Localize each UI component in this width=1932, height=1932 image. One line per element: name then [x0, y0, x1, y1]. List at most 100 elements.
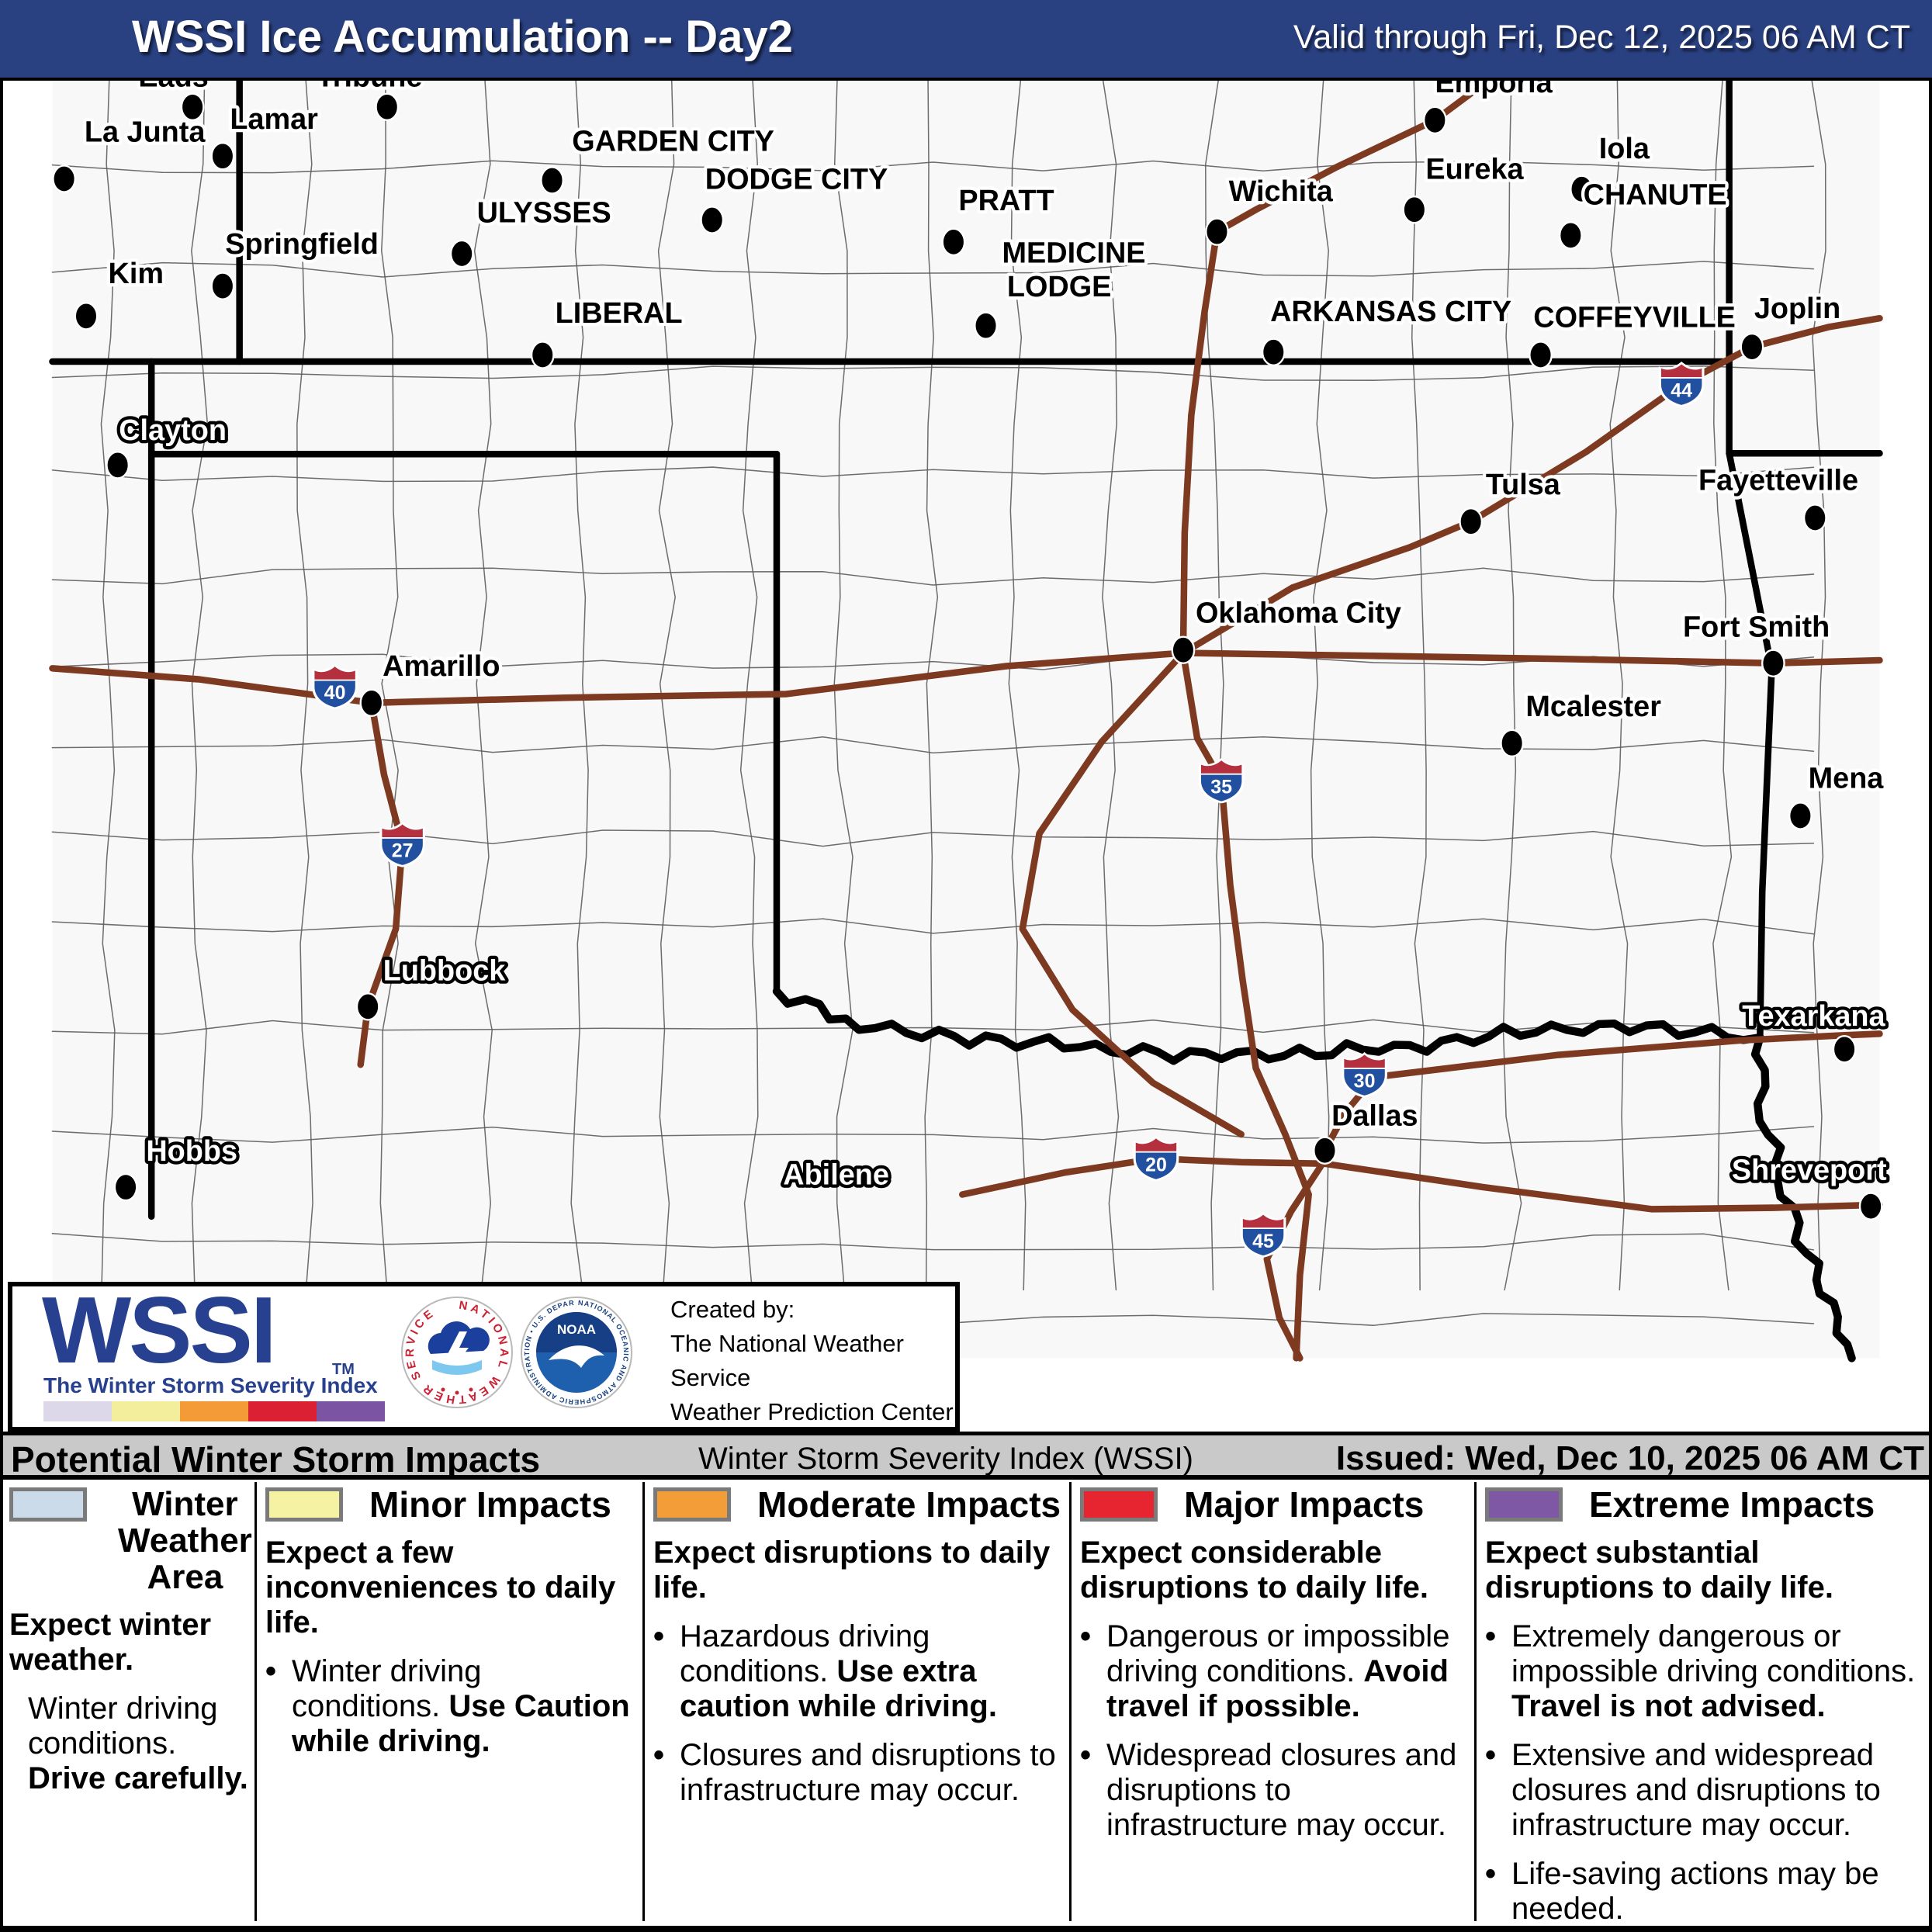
legend-column-winter-weather-area: Winter Weather Area Expect winter weather. W… — [0, 1480, 256, 1927]
legend-intro: Expect disruptions to daily life. — [653, 1536, 1051, 1605]
city-dot-mcalester — [1500, 729, 1525, 758]
city-label-texarkana: Texarkana — [1742, 1000, 1885, 1033]
valid-through-text: Valid through Fri, Dec 12, 2025 06 AM CT — [1293, 19, 1910, 56]
city-label-lubbock: Lubbock — [383, 954, 507, 987]
city-label-tribune: Tribune — [317, 78, 423, 93]
svg-text:30: 30 — [1354, 1071, 1376, 1092]
city-label-wichita: Wichita — [1229, 175, 1334, 208]
city-dot-garden-city — [540, 166, 564, 195]
header-bar: WSSI Ice Accumulation -- Day2 Valid thro… — [0, 0, 1932, 78]
legend-title: Extreme Impacts — [1589, 1484, 1875, 1525]
city-label-clayton: Clayton — [119, 414, 227, 447]
legend-column-extreme-impacts: Extreme Impacts Expect substantial disrup… — [1476, 1480, 1932, 1927]
legend-item: • Closures and disruptions to infrastruct… — [653, 1738, 1056, 1807]
legend-title: Moderate Impacts — [757, 1484, 1061, 1525]
city-dot-liberal — [530, 341, 555, 369]
legend-title: Winter Weather Area — [118, 1485, 252, 1596]
legend-intro: Expect considerable disruptions to daily… — [1080, 1536, 1428, 1605]
legend-item: • Winter driving conditions. Use Caution … — [265, 1654, 630, 1758]
city-dot-dallas — [1313, 1136, 1337, 1165]
city-dot-hobbs — [113, 1172, 138, 1202]
svg-text:20: 20 — [1145, 1154, 1167, 1175]
legend-swatch — [653, 1487, 731, 1522]
city-dot-fort-smith — [1761, 649, 1785, 677]
legend-intro: Expect winter weather. — [9, 1608, 212, 1677]
city-dot-eureka — [1402, 196, 1427, 224]
svg-text:44: 44 — [1671, 380, 1692, 402]
svg-text:40: 40 — [324, 682, 346, 704]
interstate-shield-27: 27 — [379, 822, 425, 867]
interstate-shield-45: 45 — [1240, 1212, 1286, 1258]
city-label-iola: Iola — [1599, 133, 1650, 165]
city-label-medicine: MEDICINE — [1002, 237, 1146, 269]
legend-swatch — [1080, 1487, 1158, 1522]
nws-seal-icon: NATIONAL WEATHER SERVICE — [401, 1297, 513, 1408]
city-dot-springfield — [210, 272, 235, 300]
bullet-icon: • — [653, 1619, 665, 1653]
impacts-title: Potential Winter Storm Impacts — [11, 1439, 541, 1480]
legend-column-minor-impacts: Minor Impacts Expect a few inconveniences… — [256, 1480, 644, 1927]
severity-color-swatch — [112, 1401, 180, 1421]
bullet-icon: • — [1080, 1738, 1092, 1772]
created-by-line: The National Weather Service — [670, 1330, 904, 1391]
city-dot-kim — [74, 302, 99, 331]
city-dot-clayton — [106, 451, 130, 480]
city-label-dallas: Dallas — [1331, 1100, 1418, 1133]
city-label-la-junta: La Junta — [85, 116, 206, 148]
city-label-shreveport: Shreveport — [1732, 1155, 1887, 1187]
legend-item: • Dangerous or impossible driving conditi… — [1080, 1619, 1450, 1723]
legend-title: Minor Impacts — [369, 1484, 611, 1525]
city-label-mena: Mena — [1809, 763, 1885, 795]
impact-legend: Winter Weather Area Expect winter weather. W… — [0, 1480, 1932, 1932]
city-dot-la-junta — [52, 164, 76, 193]
city-label-lamar: Lamar — [230, 103, 318, 136]
city-label-eads: Eads — [138, 78, 208, 93]
city-label-chanute: CHANUTE — [1584, 179, 1727, 212]
city-dot-lubbock — [355, 992, 380, 1021]
city-dot-dodge-city — [700, 206, 725, 234]
city-dot-coffeyville — [1529, 341, 1553, 369]
city-label-joplin: Joplin — [1754, 293, 1840, 325]
bullet-icon: • — [653, 1738, 665, 1772]
legend-item: • Extensive and widespread closures and d… — [1485, 1738, 1881, 1842]
city-label-ulysses: ULYSSES — [477, 196, 611, 229]
svg-text:35: 35 — [1210, 776, 1232, 798]
city-dot-fayetteville — [1802, 504, 1827, 532]
city-label-springfield: Springfield — [225, 228, 379, 261]
bullet-icon: • — [1080, 1619, 1092, 1653]
wssi-subtitle: Winter Storm Severity Index (WSSI) — [698, 1442, 1193, 1476]
legend-column-moderate-impacts: Moderate Impacts Expect disruptions to da… — [644, 1480, 1071, 1927]
legend-intro: Expect substantial disruptions to daily … — [1485, 1536, 1833, 1605]
city-dot-emporia — [1422, 106, 1447, 135]
interstate-shield-30: 30 — [1342, 1052, 1387, 1098]
severity-color-swatch — [317, 1401, 385, 1421]
city-dot-mena — [1788, 802, 1813, 830]
created-by-line: Weather Prediction Center — [670, 1398, 954, 1425]
city-dot-lodge — [974, 311, 998, 340]
legend-item: • Extremely dangerous or impossible drivi… — [1485, 1619, 1916, 1723]
city-dot-shreveport — [1858, 1192, 1883, 1220]
city-label-oklahoma-city: Oklahoma City — [1196, 597, 1401, 630]
city-label-fort-smith: Fort Smith — [1683, 611, 1830, 644]
city-dot-joplin — [1740, 332, 1764, 362]
city-label-hobbs: Hobbs — [146, 1135, 237, 1168]
svg-text:NOAA: NOAA — [557, 1322, 596, 1337]
severity-color-swatch — [43, 1401, 112, 1421]
page-title: WSSI Ice Accumulation -- Day2 — [132, 12, 793, 62]
city-label-fayetteville: Fayetteville — [1698, 465, 1858, 497]
city-dot-eads — [180, 92, 205, 122]
created-by-line: Created by: — [670, 1296, 795, 1323]
interstate-shield-44: 44 — [1658, 362, 1705, 407]
interstate-shield-20: 20 — [1133, 1135, 1179, 1182]
severity-color-swatch — [180, 1401, 248, 1421]
issued-text: Issued: Wed, Dec 10, 2025 06 AM CT — [1335, 1439, 1924, 1477]
city-label-garden-city: GARDEN CITY — [572, 126, 774, 158]
wssi-logo: WSSI — [42, 1277, 277, 1383]
legend-swatch — [1485, 1487, 1563, 1522]
city-label-kim: Kim — [109, 258, 164, 290]
logo-credit-box: WSSI TM The Winter Storm Severity Index … — [8, 1277, 960, 1432]
noaa-seal-icon: NATIONAL OCEANIC AND ATMOSPHERIC ADMINIS… — [521, 1297, 632, 1408]
interstate-shield-35: 35 — [1198, 757, 1245, 804]
legend-swatch — [9, 1487, 87, 1522]
